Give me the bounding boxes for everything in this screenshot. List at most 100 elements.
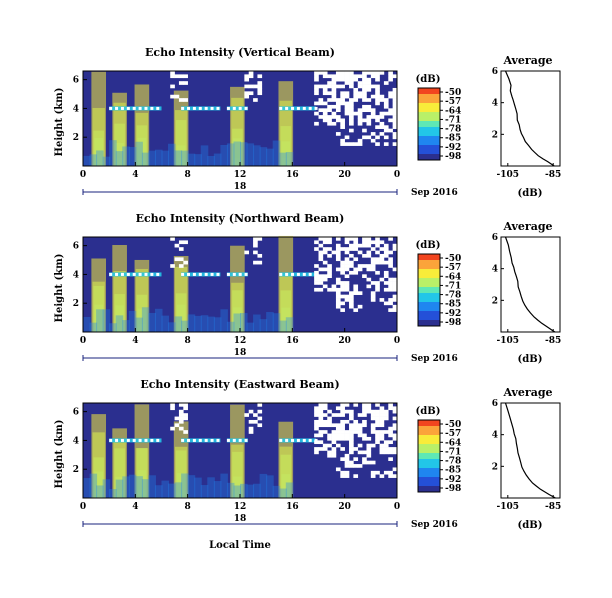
colorbar-swatch (418, 444, 440, 448)
colorbar-frame (417, 419, 441, 493)
nodata-cell (366, 108, 372, 113)
nodata-cell (335, 426, 341, 431)
nodata-cell (362, 108, 367, 113)
colorbar-tick-label: -64 (445, 272, 461, 282)
nodata-cell (362, 87, 367, 92)
colorbar-swatch (418, 121, 440, 125)
nodata-cell (370, 413, 376, 417)
bright-layer-cell (285, 272, 289, 276)
bright-layer-cell (120, 272, 124, 276)
nodata-cell (314, 440, 319, 445)
nodata-cell (392, 287, 398, 292)
bright-layer-cell (238, 438, 242, 442)
nodata-cell (248, 74, 254, 79)
echo-cell (161, 150, 170, 166)
echo-cell (168, 322, 176, 332)
bright-layer-cell (150, 106, 154, 110)
nodata-cell (178, 81, 184, 85)
echo-cell (89, 154, 98, 166)
nodata-cell (183, 240, 188, 245)
echo-cell (253, 145, 261, 166)
nodata-cell (244, 74, 250, 79)
profile-y-tick-label: 6 (492, 233, 498, 243)
nodata-cell (388, 71, 393, 75)
nodata-cell (379, 94, 385, 99)
nodata-cell (340, 260, 345, 265)
nodata-cell (244, 250, 250, 255)
echo-cell (253, 483, 261, 498)
nodata-cell (383, 104, 389, 109)
echo-cell (122, 476, 130, 498)
nodata-cell (388, 440, 393, 445)
nodata-cell (353, 291, 359, 295)
nodata-cell (340, 447, 345, 451)
nodata-cell (349, 84, 354, 89)
colorbar-swatch (418, 468, 440, 472)
nodata-cell (327, 443, 332, 448)
nodata-cell (174, 94, 180, 99)
nodata-cell (353, 257, 359, 262)
profile-line (504, 236, 556, 333)
nodata-cell (178, 98, 184, 102)
nodata-cell (257, 84, 263, 89)
echo-cell (226, 321, 235, 332)
bright-layer (226, 272, 248, 277)
nodata-cell (340, 406, 345, 411)
echo-cell (240, 142, 248, 166)
profile-line (504, 70, 555, 167)
nodata-cell (353, 403, 359, 407)
bright-layer-cell (187, 272, 191, 276)
colorbar-swatch (418, 275, 440, 279)
echo-cell (122, 320, 130, 332)
bright-layer-cell (120, 106, 124, 110)
nodata-cell (349, 118, 354, 123)
nodata-cell (362, 71, 367, 75)
bright-layer-cell (285, 106, 289, 110)
nodata-cell (370, 84, 376, 89)
colorbar-swatch (418, 269, 440, 273)
bright-layer-cell (204, 438, 208, 442)
nodata-cell (344, 104, 350, 109)
x-tick-label: 16 (286, 170, 299, 180)
echo-cell (226, 143, 235, 166)
nodata-cell (344, 284, 350, 289)
nodata-cell (392, 243, 398, 248)
nodata-cell (349, 74, 354, 79)
colorbar-tick-label: -78 (445, 291, 461, 301)
nodata-cell (370, 291, 376, 295)
nodata-cell (340, 267, 345, 272)
colorbar-label: (dB) (416, 74, 441, 85)
nodata-cell (314, 419, 319, 424)
nodata-cell (353, 284, 359, 289)
colorbar-tick-label: -71 (445, 115, 461, 125)
nodata-cell (318, 433, 324, 438)
bright-layer-cell (156, 438, 160, 442)
colorbar-tick-label: -92 (445, 143, 461, 153)
colorbar-swatch (418, 471, 440, 475)
panel-eastward: Echo Intensity (Eastward Beam) Height (k… (54, 378, 561, 551)
colorbar-swatch (418, 151, 440, 155)
colorbar-swatch (418, 462, 440, 466)
nodata-cell (362, 91, 367, 96)
nodata-cell (331, 81, 337, 85)
nodata-cell (257, 260, 263, 265)
nodata-cell (340, 436, 345, 441)
nodata-cell (362, 77, 367, 82)
nodata-cell (388, 406, 393, 411)
nodata-cell (257, 91, 263, 96)
nodata-cell (388, 74, 393, 79)
nodata-cell (314, 423, 319, 428)
nodata-cell (362, 128, 367, 133)
nodata-cell (349, 260, 354, 265)
bright-layer-cell (285, 438, 289, 442)
nodata-cell (370, 74, 376, 79)
nodata-cell (322, 108, 328, 113)
nodata-cell (314, 71, 319, 75)
colorbar-swatch (418, 124, 440, 128)
nodata-cell (253, 260, 258, 265)
nodata-cell (370, 409, 376, 414)
nodata-cell (366, 135, 372, 140)
nodata-cell (340, 457, 345, 461)
nodata-cell (170, 74, 175, 79)
